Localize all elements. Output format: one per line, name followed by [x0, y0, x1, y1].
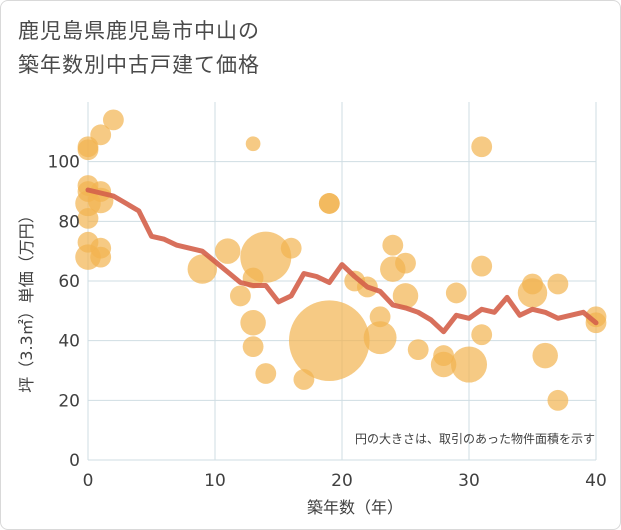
bubble-21 [240, 231, 292, 283]
trend-line [85, 187, 599, 335]
title-line-2: 築年数別中古戸建て価格 [18, 53, 260, 77]
bubble-17 [245, 136, 261, 152]
y-tick-label-3: 60 [58, 272, 80, 292]
bubble-42 [471, 255, 493, 277]
bubble-48 [547, 389, 569, 411]
x-tick-label-3: 30 [458, 471, 480, 491]
bubble-16 [229, 285, 251, 307]
size-note: 円の大きさは、取引のあった物件面積を示す [355, 431, 595, 446]
bubble-34 [395, 252, 416, 274]
bubble-41 [471, 136, 493, 158]
y-axis-title: 坪（3.3㎡）単価（万円） [17, 207, 36, 392]
chart-title: 鹿児島県鹿児島市中山の 築年数別中古戸建て価格 [18, 14, 260, 82]
bubble-40 [450, 346, 488, 383]
y-axis-ticks: 0 20 40 60 80 100 [48, 153, 80, 471]
bubble-1 [77, 139, 99, 161]
bubble-31 [363, 321, 397, 355]
y-tick-label-0: 0 [69, 451, 80, 471]
bubble-38 [430, 351, 457, 378]
bubble-46 [532, 342, 558, 369]
x-tick-label-0: 0 [83, 471, 94, 491]
grid-lines [87, 102, 597, 461]
bubble-series [75, 109, 607, 411]
x-tick-label-1: 10 [204, 471, 226, 491]
bubble-12 [90, 246, 112, 268]
bubble-45 [517, 278, 548, 308]
x-axis-title: 築年数（年） [307, 498, 403, 517]
title-line-1: 鹿児島県鹿児島市中山の [18, 19, 260, 43]
bubble-39 [445, 282, 467, 304]
bubble-13 [102, 109, 124, 131]
bubble-19 [240, 310, 266, 336]
bubble-27 [288, 300, 370, 381]
bubble-8 [90, 124, 112, 146]
x-axis-ticks: 0 10 20 30 40 [83, 471, 607, 491]
bubble-5 [77, 207, 99, 229]
bubble-36 [407, 339, 429, 361]
y-tick-label-2: 40 [58, 332, 80, 352]
y-tick-label-4: 80 [58, 212, 80, 232]
x-tick-label-2: 20 [331, 471, 353, 491]
bubble-47 [547, 273, 569, 295]
bubble-26 [318, 193, 340, 214]
bubble-20 [242, 336, 264, 358]
bubble-43 [471, 324, 493, 346]
bubble-14 [187, 254, 218, 284]
x-tick-label-4: 40 [585, 471, 607, 491]
bubble-30 [369, 306, 391, 328]
bubble-23 [280, 237, 302, 259]
y-tick-label-1: 20 [58, 391, 80, 411]
bubble-15 [214, 238, 241, 264]
bubble-35 [392, 283, 419, 309]
y-tick-label-5: 100 [48, 153, 80, 173]
bubble-32 [382, 234, 404, 256]
bubble-22 [255, 363, 277, 384]
